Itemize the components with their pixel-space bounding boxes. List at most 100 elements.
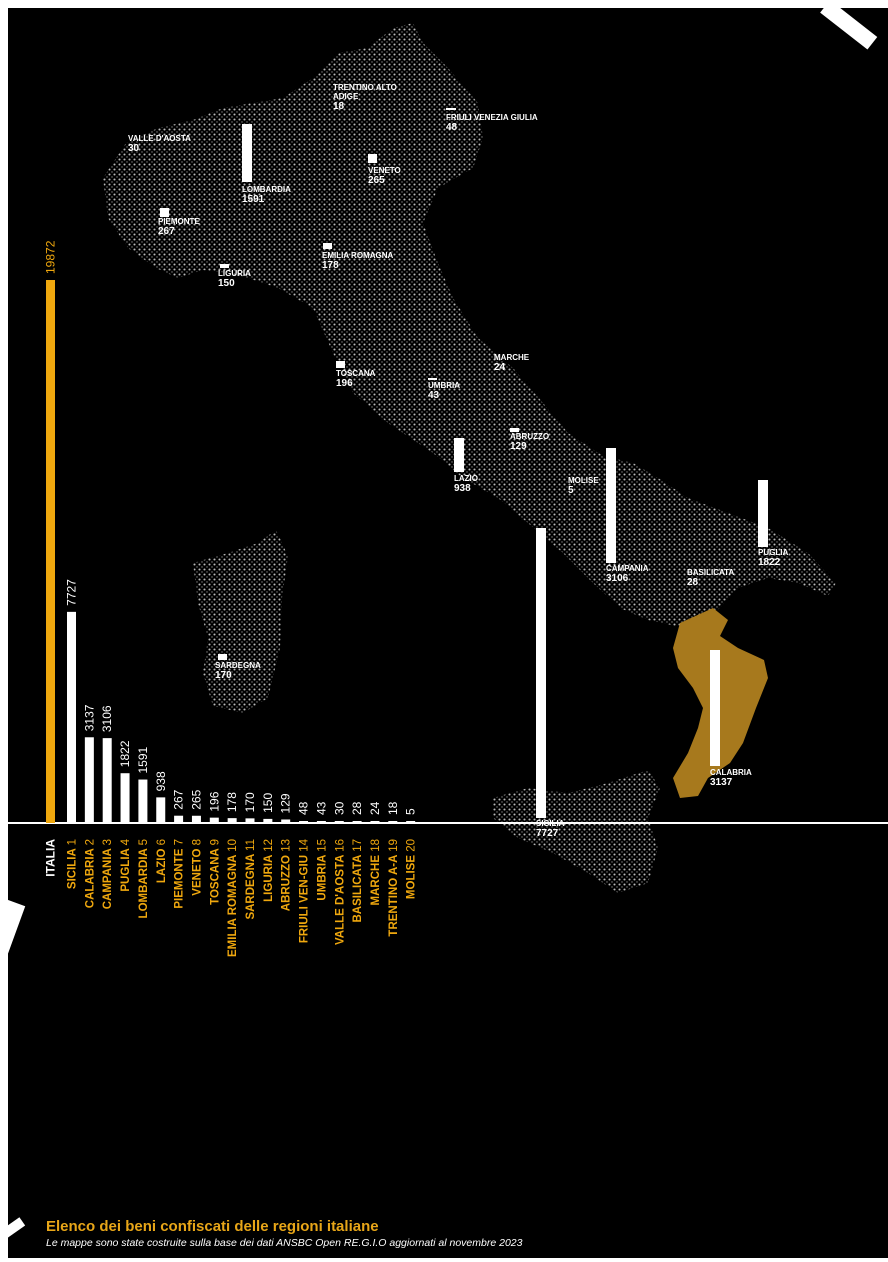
value-label-8: 265 (189, 789, 203, 809)
value-label-19: 18 (386, 801, 400, 815)
map-label-sardegna: SARDEGNA (215, 661, 261, 670)
bar-8 (191, 815, 201, 823)
category-label-1: SICILIA 1 (67, 839, 79, 889)
value-label-2: 3137 (82, 704, 96, 731)
bar-1 (67, 611, 76, 823)
sardinia-shape (193, 530, 288, 713)
value-label-15: 43 (314, 801, 328, 815)
poster-frame: TRENTINO ALTO ADIGE 18 FRIULI VENEZIA GIULI… (8, 8, 888, 1258)
map-value-toscana: 196 (336, 378, 353, 389)
category-label-11: SARDEGNA 11 (245, 839, 257, 920)
category-label-2: CALABRIA 2 (84, 839, 96, 908)
chart-subtitle: Le mappe sono state costruite sulla base… (46, 1237, 523, 1249)
map-bar-calabria (710, 650, 720, 766)
map-bar-friuli-venezia-giulia (446, 108, 456, 110)
map-label-valle-d-aosta: VALLE D'AOSTA (128, 134, 191, 143)
italy-mainland-shape (103, 23, 836, 626)
bar-2 (84, 737, 94, 823)
value-label-11: 170 (243, 792, 257, 812)
value-labels-group: 19872 7727 3137 3106 1822 1591 938 267 265 196 178… (44, 240, 418, 815)
value-label-6: 938 (154, 771, 168, 791)
map-value-friuli-venezia-giulia: 48 (446, 122, 458, 133)
bar-14 (299, 821, 309, 823)
map-label-trentino-alto-line2: ADIGE (333, 92, 359, 101)
map-value-trentino-alto: 18 (333, 101, 345, 112)
map-value-sicilia: 7727 (536, 828, 559, 839)
value-label-18: 24 (368, 801, 382, 815)
map-value-liguria: 150 (218, 278, 235, 289)
map-label-liguria: LIGURIA (218, 269, 251, 278)
map-bar-lombardia (242, 124, 252, 182)
map-label-marche: MARCHE (494, 353, 530, 362)
value-label-13: 129 (279, 793, 293, 813)
bar-italia (46, 280, 55, 823)
map-value-lombardia: 1591 (242, 194, 265, 205)
category-label-italia: ITALIA (44, 839, 58, 877)
value-label-10: 178 (225, 792, 239, 812)
category-label-19: TRENTINO A-A 19 (388, 839, 400, 937)
value-label-14: 48 (297, 801, 311, 815)
bar-chart: 19872 7727 3137 3106 1822 1591 938 267 265 196 178… (8, 240, 888, 957)
map-value-abruzzo: 129 (510, 441, 527, 452)
map-label-veneto: VENETO (368, 166, 401, 175)
value-label-3: 3106 (100, 705, 114, 732)
map-bar-sicilia (536, 528, 546, 818)
bar-11 (245, 818, 255, 823)
bar-18 (370, 821, 380, 823)
map-label-calabria: CALABRIA (710, 768, 752, 777)
chart-title: Elenco dei beni confiscati delle regioni… (46, 1218, 379, 1235)
category-label-6: LAZIO 6 (156, 839, 168, 883)
map-value-umbria: 43 (428, 390, 440, 401)
map-value-calabria: 3137 (710, 777, 733, 788)
bar-5 (138, 779, 148, 823)
value-label-16: 30 (332, 801, 346, 815)
map-label-emilia-romagna: EMILIA ROMAGNA (322, 251, 393, 260)
map-label-molise: MOLISE (568, 476, 599, 485)
map-value-piemonte: 267 (158, 226, 175, 237)
bar-6 (156, 797, 166, 823)
map-label-friuli-venezia-giulia: FRIULI VENEZIA GIULIA (446, 113, 538, 122)
category-label-10: EMILIA ROMAGNA 10 (227, 839, 239, 957)
bar-16 (334, 821, 344, 823)
map-bar-liguria (220, 264, 229, 268)
map-label-lazio: LAZIO (454, 474, 478, 483)
map-label-toscana: TOSCANA (336, 369, 376, 378)
map-label-lombardia: LOMBARDIA (242, 185, 291, 194)
map-value-basilicata: 28 (687, 577, 699, 588)
category-label-20: MOLISE 20 (406, 839, 418, 899)
bar-20 (406, 821, 416, 823)
map-bar-sardegna (218, 654, 227, 660)
map-label-campania: CAMPANIA (606, 564, 649, 573)
map-value-marche: 24 (494, 362, 506, 373)
map-label-puglia: PUGLIA (758, 548, 788, 557)
category-label-14: FRIULI VEN-GIU 14 (299, 838, 311, 943)
map-label-trentino-alto: TRENTINO ALTO (333, 83, 397, 92)
bar-9 (209, 817, 219, 823)
map-bar-piemonte (160, 208, 169, 217)
map-label-umbria: UMBRIA (428, 381, 460, 390)
map-bar-campania (606, 448, 616, 563)
map-value-valle-d-aosta: 30 (128, 143, 140, 154)
map-bar-umbria (428, 378, 437, 380)
category-label-17: BASILICATA 17 (352, 839, 364, 923)
category-label-16: VALLE D'AOSTA 16 (334, 839, 346, 945)
map-value-puglia: 1822 (758, 557, 781, 568)
map-bar-toscana (336, 361, 345, 368)
category-label-12: LIGURIA 12 (263, 839, 275, 902)
bars-group (46, 280, 416, 823)
category-label-4: PUGLIA 4 (120, 838, 132, 891)
bar-19 (388, 821, 398, 823)
bar-3 (102, 738, 112, 823)
value-label-5: 1591 (136, 747, 150, 774)
bar-7 (174, 815, 184, 823)
value-label-italia: 19872 (44, 240, 58, 274)
category-label-5: LOMBARDIA 5 (138, 839, 150, 918)
value-label-1: 7727 (65, 579, 79, 606)
map-bar-lazio (454, 438, 464, 472)
category-label-7: PIEMONTE 7 (174, 839, 186, 909)
bar-15 (316, 821, 326, 823)
category-label-18: MARCHE 18 (370, 839, 382, 905)
map-label-basilicata: BASILICATA (687, 568, 734, 577)
value-label-7: 267 (172, 789, 186, 809)
